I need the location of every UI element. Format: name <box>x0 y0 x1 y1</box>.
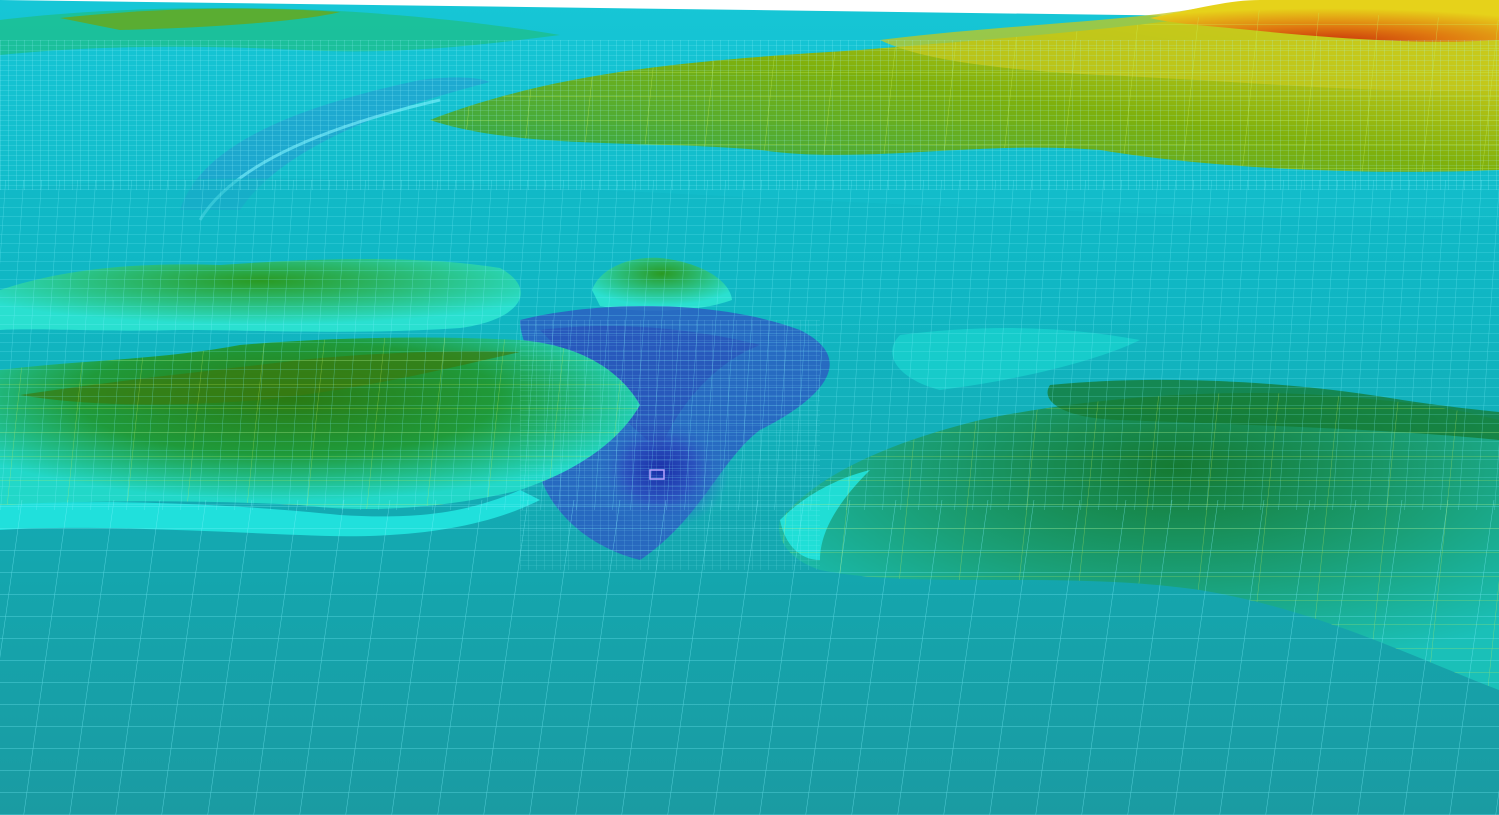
wire-mesh <box>0 10 1499 815</box>
deep-marker <box>649 469 665 480</box>
upper-left-shelf-top <box>60 8 340 30</box>
mesh-green-left <box>0 337 640 510</box>
mesh-green-far <box>430 10 1499 172</box>
mesh-green-right <box>779 392 1499 690</box>
mesh-trench-fine <box>520 320 820 570</box>
